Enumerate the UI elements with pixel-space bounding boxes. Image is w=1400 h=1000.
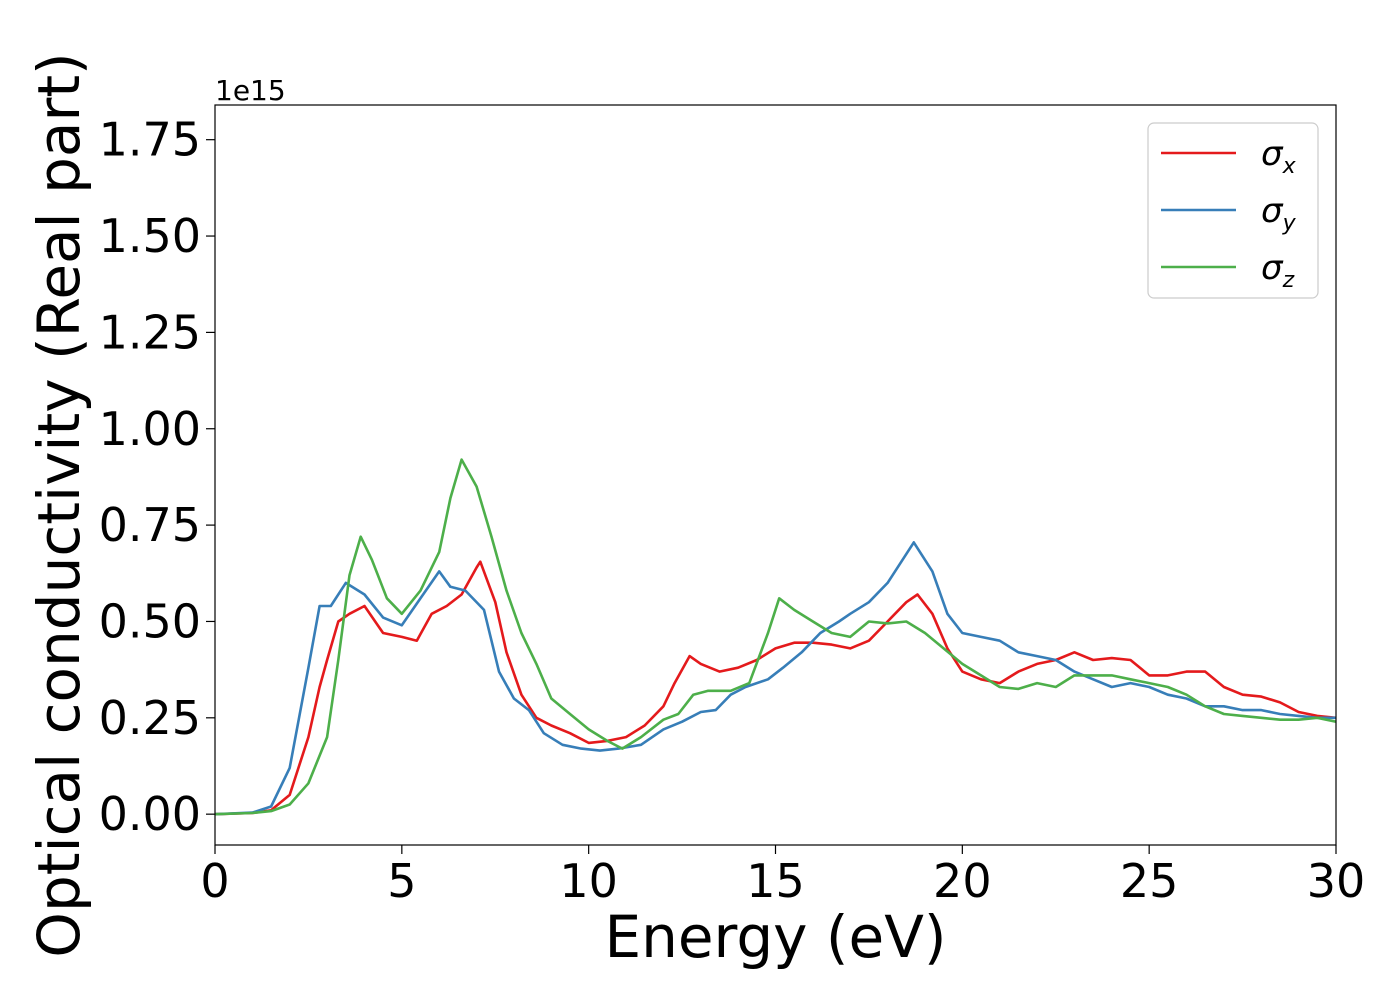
- legend-label-symbol: σ: [1261, 248, 1284, 288]
- y-axis-ticks: 0.00 0.25 0.50 0.75 1.00 1.25 1.50 1.75: [99, 113, 215, 841]
- y-offset-text: 1e15: [215, 74, 286, 107]
- legend-label-symbol: σ: [1261, 134, 1284, 174]
- y-tick-label: 0.00: [99, 787, 201, 841]
- legend-label-z: σz: [1261, 248, 1295, 293]
- x-tick-label: 10: [559, 854, 618, 908]
- x-tick-label: 20: [933, 854, 992, 908]
- y-tick-label: 0.25: [99, 691, 201, 745]
- series-line-z: [215, 458, 1336, 816]
- y-tick-label: 1.50: [99, 209, 201, 263]
- legend-label-subscript: x: [1282, 154, 1297, 179]
- series-line-x: [215, 560, 1336, 816]
- legend-label-subscript: z: [1282, 268, 1295, 293]
- legend-label-symbol: σ: [1261, 191, 1284, 231]
- legend-label-subscript: y: [1282, 211, 1297, 236]
- y-tick-label: 1.75: [99, 113, 201, 167]
- x-tick-label: 5: [387, 854, 416, 908]
- y-tick-label: 1.25: [99, 305, 201, 359]
- y-axis-title: Optical conductivity (Real part): [25, 52, 93, 957]
- series-line-y: [215, 541, 1336, 816]
- y-tick-label: 0.50: [99, 594, 201, 648]
- x-tick-label: 30: [1307, 854, 1366, 908]
- x-tick-label: 15: [746, 854, 805, 908]
- plot-lines: [215, 458, 1336, 816]
- x-tick-label: 25: [1120, 854, 1179, 908]
- x-axis-ticks: 0 5 10 15 20 25 30: [200, 845, 1365, 908]
- y-tick-label: 1.00: [99, 402, 201, 456]
- y-tick-label: 0.75: [99, 498, 201, 552]
- x-tick-label: 0: [200, 854, 229, 908]
- x-axis-title: Energy (eV): [604, 903, 946, 971]
- legend-label-x: σx: [1261, 134, 1297, 179]
- legend-label-y: σy: [1261, 191, 1297, 236]
